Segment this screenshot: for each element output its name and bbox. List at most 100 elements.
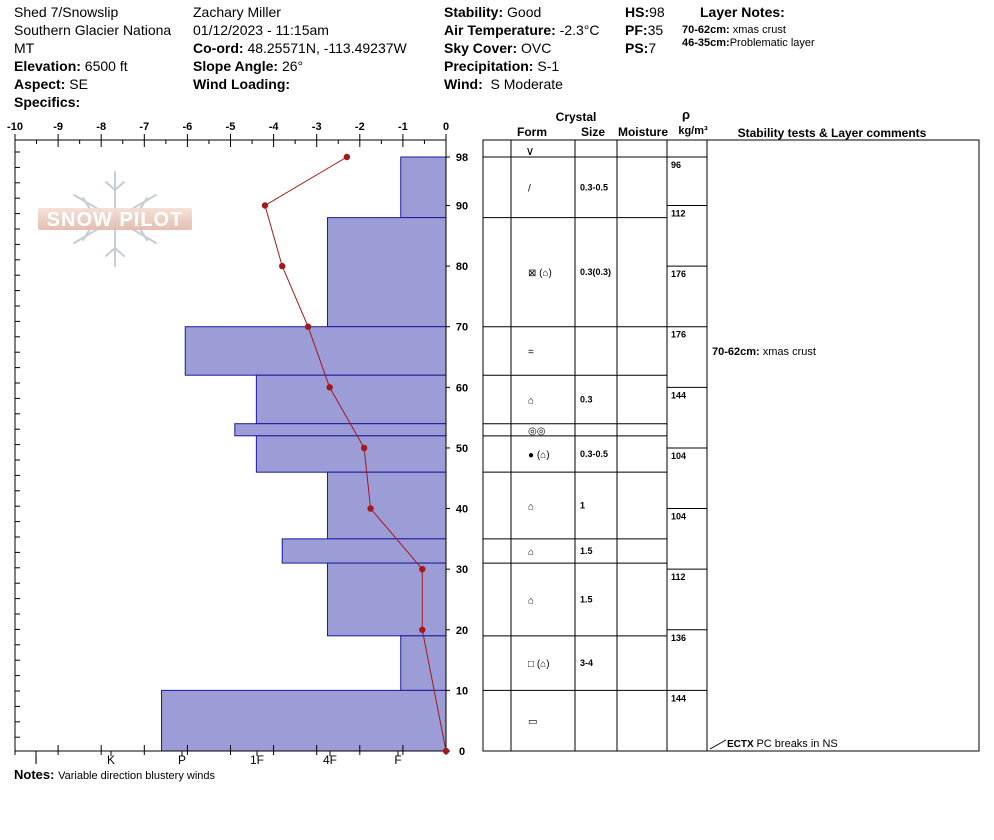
temp-tick-label: -10 [7,121,23,133]
surface-form-symbol: ∨ [526,144,535,158]
observation-datetime: 01/12/2023 - 11:15am [193,22,329,38]
wind-row: Wind: S Moderate [444,76,563,92]
specifics-row: Specifics: [14,94,81,110]
layer-comment: 70-62cm: xmas crust [712,346,816,358]
layer-table: Crystal Form Size Moisture ρ kg/m³ Stability t… [482,107,980,752]
hardness-tick-label: P [178,753,186,767]
depth-tick-label: 60 [456,382,468,394]
density-value: 104 [671,512,686,522]
temp-tick-label: -5 [226,121,236,133]
density-value: 112 [671,572,686,582]
hardness-bar [326,562,447,637]
layer-note-1: 70-62cm: xmas crust [682,24,786,36]
hardness-tick-label: F [394,753,401,767]
temp-point [419,565,426,573]
hardness-bar [326,217,447,328]
air-temp-value: -2.3°C [559,22,600,38]
location-line-2: Southern Glacier Nationa [14,22,172,38]
density-value: 104 [671,451,686,461]
grain-size: 1.5 [580,546,593,556]
temp-line [264,156,447,752]
grain-size: 0.3 [580,394,593,404]
depth-tick-label: 0 [459,746,465,758]
notes-row: Notes: Variable direction blustery winds [14,766,215,785]
coord-value: 48.25571N, -113.49237W [247,40,407,56]
depth-tick-label: 80 [456,261,468,273]
grain-form: ⌂ [528,547,534,558]
hardness-tick-label: 4F [323,753,337,767]
temp-point [442,747,450,755]
logo-text: SNOW PILOT [47,209,184,231]
grain-size: 0.3-0.5 [580,182,608,192]
depth-tick-label: 50 [456,443,468,455]
hardness-tick-label: K [107,753,115,767]
layer-note-2: 46-35cm:Problematic layer [682,37,815,49]
temp-tick-label: -2 [355,121,365,133]
grain-form: ⊠ (⌂) [528,268,552,279]
hardness-bar [281,538,447,564]
grain-form: ⌂ [528,595,534,606]
location-line-1: Shed 7/Snowslip [14,4,119,20]
temp-point [419,626,426,633]
temp-point [261,202,269,209]
moisture-header: Moisture [618,125,668,139]
precip-row: Precipitation: S-1 [444,58,560,74]
weather-info: Stability: Good Air Temperature: -2.3°C … [444,3,600,93]
temp-point [279,262,286,270]
hardness-bar [184,326,447,376]
profile-axes: -10 -9 -8 -7 -6 -5 -4 -3 -2 -1 0010203040506070809… [7,121,468,767]
hardness-bar [400,156,447,219]
temp-tick-label: -6 [183,121,193,133]
comment-pointer [709,739,727,750]
depth-tick-label: 40 [456,504,468,516]
grain-form: ⌂ [528,395,534,406]
grain-form: = [528,347,534,358]
depth-tick-label: 98 [456,152,468,164]
layer-notes-title: Layer Notes: [700,4,785,20]
snowpilot-logo: SNOW PILOT [38,171,192,267]
aspect-value: SE [69,76,88,92]
hs-value: 98 [649,4,665,20]
stability-row: Stability: Good [444,4,542,20]
notes-label: Notes: [14,767,55,782]
table-frame [482,139,980,752]
temp-tick-label: -9 [53,121,63,133]
temp-tick-label: -8 [96,121,106,133]
air-temp-row: Air Temperature: -2.3°C [444,22,600,38]
depth-tick-label: 90 [456,200,468,212]
depth-tick-label: 20 [456,625,468,637]
hardness-bar [255,374,447,425]
hs-info: HS:98 PF:35 PS:7 [625,3,665,57]
density-value: 176 [671,330,686,340]
comments-header: Stability tests & Layer comments [738,126,927,140]
density-value: 176 [671,269,686,279]
aspect-row: Aspect: SE [14,76,88,92]
elevation-value: 6500 ft [84,58,128,74]
sky-row: Sky Cover: OVC [444,40,552,56]
hs-row: HS:98 [625,4,665,20]
sky-value: OVC [521,40,552,56]
depth-tick-label: 70 [456,322,468,334]
precip-value: S-1 [537,58,560,74]
site-info: Shed 7/Snowslip Southern Glacier Nationa… [14,3,171,111]
grain-form: / [528,183,531,194]
grain-size: 1.5 [580,594,593,604]
temp-point [304,323,312,330]
hardness-bar [255,435,447,473]
slope-row: Slope Angle: 26° [193,58,304,74]
depth-tick-label: 30 [456,564,468,576]
pf-row: PF:35 [625,22,664,38]
temp-point [367,505,374,512]
density-value: 112 [671,208,686,218]
grain-size: 1 [580,501,585,511]
density-unit-header: kg/m³ [678,125,708,137]
hardness-bar [234,423,447,437]
observer-name: Zachary Miller [193,4,281,20]
depth-tick-label: 10 [456,685,468,697]
temp-point [360,444,368,452]
location-line-3: MT [14,40,35,56]
slope-value: 26° [281,58,304,74]
stability-value: Good [507,4,542,20]
density-value: 96 [671,160,681,170]
